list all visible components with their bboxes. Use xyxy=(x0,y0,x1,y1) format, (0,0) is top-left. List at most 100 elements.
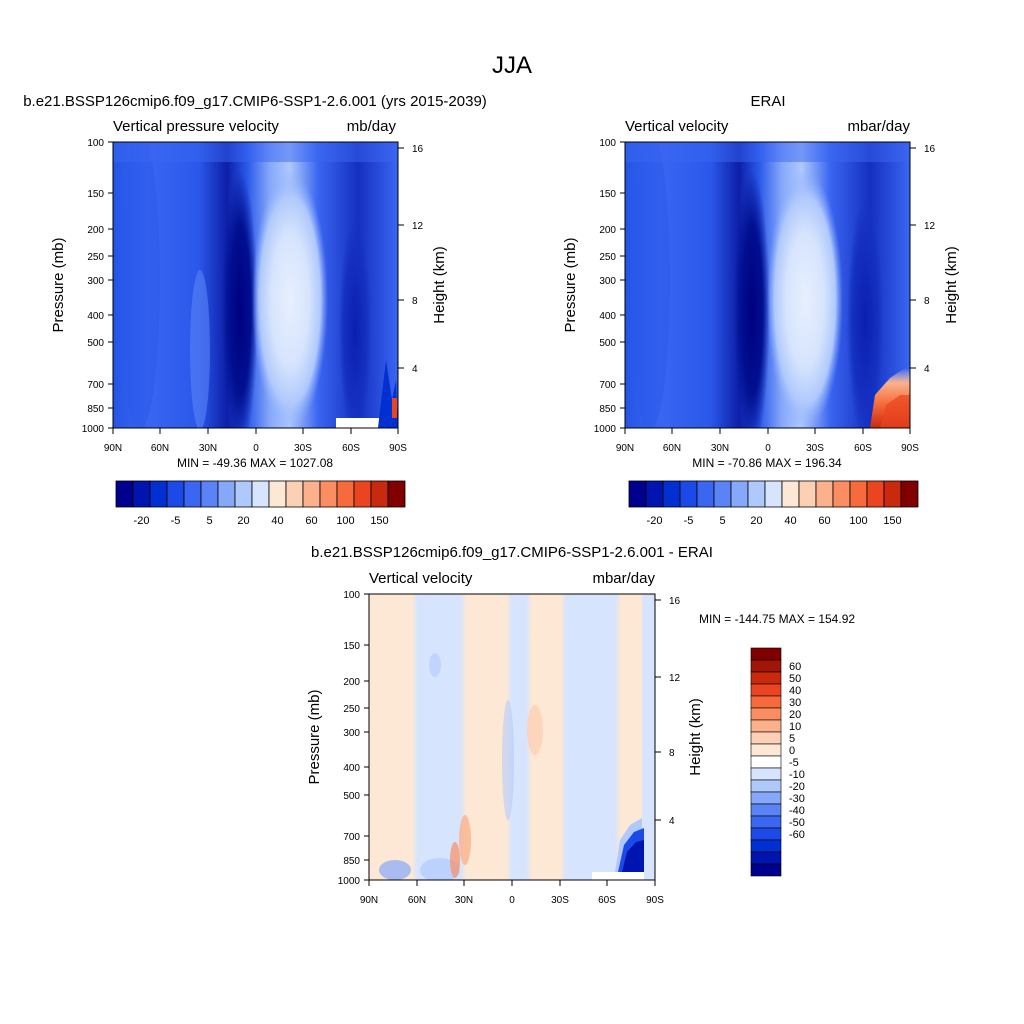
colorbar-swatch xyxy=(900,480,919,508)
colorbar-swatch xyxy=(750,827,782,841)
panel-diff-title: b.e21.BSSP126cmip6.f09_g17.CMIP6-SSP1-2.… xyxy=(311,544,713,561)
colorbar-swatch xyxy=(750,683,782,697)
panel-obs-units: mbar/day xyxy=(847,118,910,135)
colorbar-swatch xyxy=(750,863,782,877)
x-tick-label: 30N xyxy=(455,895,473,906)
colorbar-swatch xyxy=(679,480,698,508)
y-right-tick-label: 16 xyxy=(412,144,424,155)
colorbar-swatch xyxy=(750,707,782,721)
panel-obs-title: ERAI xyxy=(750,93,785,110)
y-tick-label: 150 xyxy=(87,189,104,200)
y-tick-label: 700 xyxy=(87,380,104,391)
colorbar-swatch xyxy=(866,480,885,508)
colorbar-swatch xyxy=(645,480,664,508)
y-right-tick-label: 4 xyxy=(412,364,418,375)
panel-model-x-axis: 90N 60N 30N 0 30S 60S 90S xyxy=(104,428,407,454)
panel-model-left-label: Vertical pressure velocity xyxy=(113,118,279,135)
y-tick-label: 500 xyxy=(343,791,360,802)
x-tick-label: 30S xyxy=(806,443,824,454)
colorbar-swatch xyxy=(832,480,851,508)
y-tick-label: 300 xyxy=(599,276,616,287)
y-tick-label: 700 xyxy=(343,832,360,843)
colorbar-swatch xyxy=(628,480,647,508)
y-tick-label: 200 xyxy=(599,225,616,236)
panel-model-colorbar: -20 -5 5 20 40 60 100 150 xyxy=(115,480,406,527)
y-tick-label: 250 xyxy=(87,252,104,263)
colorbar-swatch xyxy=(750,731,782,745)
colorbar-label: 5 xyxy=(789,733,795,745)
x-tick-label: 0 xyxy=(253,443,259,454)
colorbar-label: 150 xyxy=(883,515,901,527)
colorbar-label: -20 xyxy=(647,515,663,527)
panel-model-stats: MIN = -49.36 MAX = 1027.08 xyxy=(177,456,333,470)
y-right-tick-label: 12 xyxy=(669,673,681,684)
colorbar-swatch xyxy=(815,480,834,508)
panel-diff-ylabel-right: Height (km) xyxy=(687,698,704,776)
y-right-tick-label: 12 xyxy=(924,221,936,232)
colorbar-label: -20 xyxy=(134,515,150,527)
colorbar-swatch xyxy=(798,480,817,508)
colorbar-swatch xyxy=(353,480,372,508)
colorbar-label: 60 xyxy=(789,661,801,673)
x-tick-label: 60N xyxy=(151,443,169,454)
x-tick-label: 60N xyxy=(408,895,426,906)
y-right-tick-label: 8 xyxy=(669,748,675,759)
colorbar-swatch xyxy=(750,803,782,817)
colorbar-label: 60 xyxy=(305,515,317,527)
panel-obs-y-axis: 100 150 200 250 300 400 500 700 850 1000 xyxy=(594,138,625,435)
y-tick-label: 700 xyxy=(599,380,616,391)
colorbar-swatch xyxy=(750,839,782,853)
panel-model-field xyxy=(113,142,398,428)
y-tick-label: 100 xyxy=(599,138,616,149)
x-tick-label: 60S xyxy=(854,443,872,454)
colorbar-swatch xyxy=(713,480,732,508)
x-tick-label: 60N xyxy=(663,443,681,454)
panel-model-ylabel: Pressure (mb) xyxy=(50,237,67,332)
colorbar-swatch xyxy=(387,480,406,508)
figure-title: JJA xyxy=(492,52,532,79)
colorbar-label: 5 xyxy=(206,515,212,527)
panel-diff-units: mbar/day xyxy=(592,570,655,587)
colorbar-swatch xyxy=(285,480,304,508)
y-tick-label: 1000 xyxy=(338,876,361,887)
y-tick-label: 300 xyxy=(343,728,360,739)
y-right-tick-label: 12 xyxy=(412,221,424,232)
colorbar-label: 40 xyxy=(789,685,801,697)
colorbar-swatch xyxy=(883,480,902,508)
colorbar-swatch xyxy=(750,767,782,781)
colorbar-swatch xyxy=(750,719,782,733)
panel-model-y-right-axis: 16 12 8 4 xyxy=(398,144,424,375)
panel-obs-left-label: Vertical velocity xyxy=(625,118,729,135)
colorbar-label: 40 xyxy=(784,515,796,527)
panel-model-ylabel-right: Height (km) xyxy=(431,246,448,324)
y-tick-label: 850 xyxy=(599,404,616,415)
y-tick-label: 500 xyxy=(87,338,104,349)
colorbar-swatch xyxy=(183,480,202,508)
colorbar-swatch xyxy=(750,743,782,757)
colorbar-label: -50 xyxy=(789,817,805,829)
colorbar-swatch xyxy=(336,480,355,508)
panel-model-y-axis: 100 150 200 250 300 400 500 700 850 1000 xyxy=(82,138,113,435)
colorbar-swatch xyxy=(370,480,389,508)
panel-diff-field xyxy=(369,594,655,880)
colorbar-swatch xyxy=(132,480,151,508)
panel-obs-ylabel-right: Height (km) xyxy=(943,246,960,324)
x-tick-label: 90N xyxy=(104,443,122,454)
panel-diff-ylabel: Pressure (mb) xyxy=(306,689,323,784)
colorbar-label: -60 xyxy=(789,829,805,841)
y-tick-label: 200 xyxy=(87,225,104,236)
x-tick-label: 90N xyxy=(616,443,634,454)
y-right-tick-label: 4 xyxy=(669,816,675,827)
y-tick-label: 400 xyxy=(87,311,104,322)
y-tick-label: 300 xyxy=(87,276,104,287)
y-tick-label: 500 xyxy=(599,338,616,349)
colorbar-label: -10 xyxy=(789,769,805,781)
colorbar-swatch xyxy=(747,480,766,508)
panel-obs-field xyxy=(625,142,910,428)
colorbar-swatch xyxy=(750,659,782,673)
colorbar-label: 20 xyxy=(237,515,249,527)
colorbar-swatch xyxy=(268,480,287,508)
y-tick-label: 850 xyxy=(87,404,104,415)
